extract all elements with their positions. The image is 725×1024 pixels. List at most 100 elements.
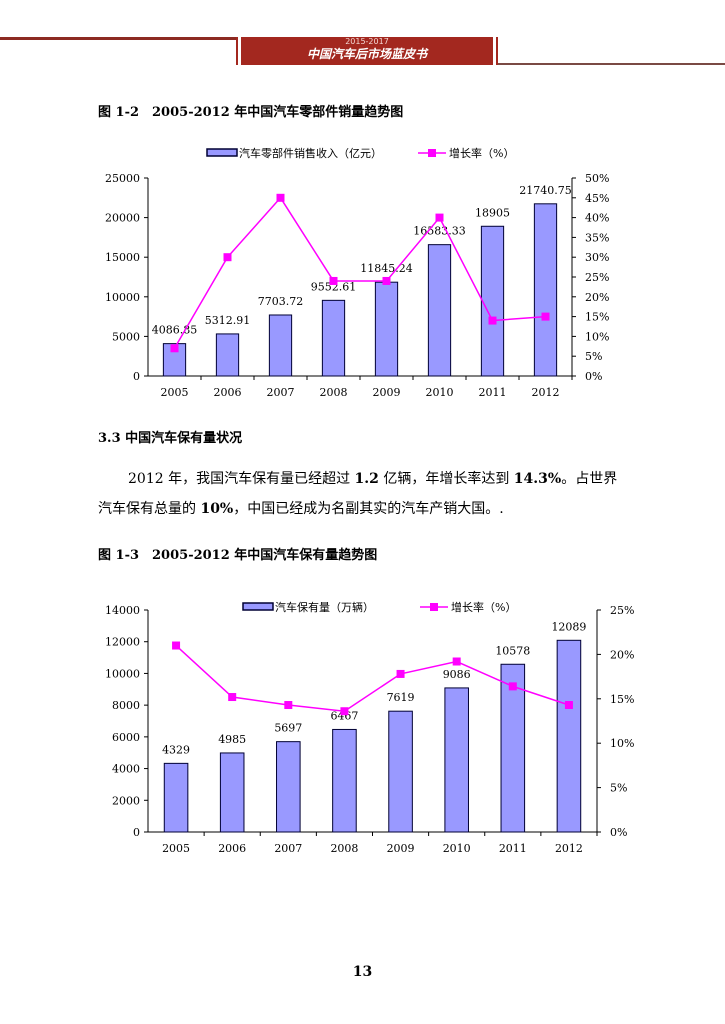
right-tick-label: 5% [585,350,602,363]
bar-data-label: 4985 [218,733,246,746]
growth-rate-marker [452,657,461,666]
bar-data-label: 5312.91 [205,314,251,327]
figure2-caption: 图 1-3 2005-2012 年中国汽车保有量趋势图 [98,548,378,563]
bar [276,741,301,833]
bar-data-label: 21740.75 [519,184,572,197]
growth-rate-marker [541,312,550,321]
header-banner: 2015-2017 中国汽车后市场蓝皮书 [238,37,496,65]
left-tick-label: 0 [133,826,140,839]
bar [533,203,558,377]
page-number: 13 [352,964,373,980]
growth-rate-line [175,644,570,713]
bar-data-label: 5697 [274,722,302,735]
growth-rate-line [173,196,546,349]
bar [388,710,413,833]
bar [556,639,582,833]
bar-data-label: 6467 [330,709,358,722]
para-text: 亿辆，年增长率达到 [378,471,514,487]
x-tick-label: 2012 [532,386,560,399]
right-tick-label: 35% [585,231,609,244]
x-tick-label: 2008 [330,842,358,855]
left-tick-label: 20000 [105,212,140,225]
left-tick-label: 10000 [105,667,140,680]
right-tick-label: 15% [585,311,609,324]
left-tick-label: 10000 [105,291,140,304]
x-tick-label: 2011 [499,842,527,855]
x-tick-label: 2008 [320,386,348,399]
x-tick-label: 2010 [426,386,454,399]
bar [163,762,189,833]
legend-line-marker [428,149,436,157]
growth-rate-marker [508,682,517,691]
header-rule-right [490,63,725,65]
bar-data-label: 7703.72 [258,295,304,308]
legend-line-marker [430,603,438,611]
x-tick-label: 2010 [443,842,471,855]
x-tick-label: 2009 [373,386,401,399]
growth-rate-marker [223,253,232,262]
bar-data-label: 10578 [495,644,530,657]
growth-rate-marker [329,276,338,285]
bar [268,314,293,377]
bar [332,728,357,833]
bar-data-label: 7619 [387,691,415,704]
x-tick-label: 2005 [161,386,189,399]
header-title: 中国汽车后市场蓝皮书 [306,47,427,61]
header-years: 2015-2017 [345,37,389,46]
growth-rate-marker [284,701,293,710]
growth-rate-marker [382,276,391,285]
para-bold: 10% [200,501,234,517]
body-paragraph: 2012 年，我国汽车保有量已经超过 1.2 亿辆，年增长率达到 14.3%。占… [98,464,628,524]
header-rule-left [0,37,240,40]
right-tick-label: 10% [610,737,634,750]
right-tick-label: 15% [610,693,634,706]
right-tick-label: 0% [585,370,602,383]
growth-rate-marker [340,707,349,716]
bar [444,687,469,833]
para-text: 。占世界汽车保有总量的 [98,471,618,517]
right-tick-label: 5% [610,782,627,795]
growth-rate-marker [396,669,405,678]
para-text: 2012 年，我国汽车保有量已经超过 [128,471,355,487]
bar-data-label: 4329 [162,743,190,756]
right-tick-label: 25% [610,604,634,617]
left-tick-label: 0 [133,370,140,383]
bar-data-label: 12089 [551,620,586,633]
chart-parts-sales: 0 5000 10000 15000 20000 25000 0% 5% 10% 15% 20% 25… [105,146,609,399]
bar [500,663,526,833]
growth-rate-marker [488,316,497,325]
growth-rate-marker [172,641,181,650]
figure1-caption: 图 1-2 2005-2012 年中国汽车零部件销量趋势图 [98,105,404,120]
x-tick-label: 2005 [162,842,190,855]
x-tick-label: 2007 [274,842,302,855]
right-tick-label: 20% [610,648,634,661]
x-tick-label: 2012 [555,842,583,855]
x-tick-label: 2011 [479,386,507,399]
right-tick-label: 0% [610,826,627,839]
legend-bar-swatch [206,148,238,157]
left-tick-label: 6000 [112,731,140,744]
growth-rate-marker [170,344,179,353]
legend-bar-label: 汽车零部件销售收入（亿元） [239,146,382,160]
x-tick-label: 2006 [214,386,242,399]
bar [321,299,346,377]
section-heading: 3.3 中国汽车保有量状况 [98,431,243,446]
bar-data-label: 4086.85 [152,324,198,337]
bar-data-label: 9552.61 [311,280,357,293]
x-tick-label: 2009 [387,842,415,855]
x-tick-label: 2007 [267,386,295,399]
growth-rate-marker [228,693,237,702]
right-tick-label: 10% [585,330,609,343]
right-tick-label: 40% [585,212,609,225]
legend-line-label: 增长率（%） [449,146,514,160]
bar [215,333,240,377]
growth-rate-marker [564,701,573,710]
right-tick-label: 25% [585,271,609,284]
right-tick-label: 45% [585,192,609,205]
legend-bar-swatch [242,602,274,611]
left-tick-label: 12000 [105,636,140,649]
para-bold: 14.3% [513,471,562,487]
legend-line-label: 增长率（%） [451,600,516,614]
legend-bar-label: 汽车保有量（万辆） [275,600,374,614]
